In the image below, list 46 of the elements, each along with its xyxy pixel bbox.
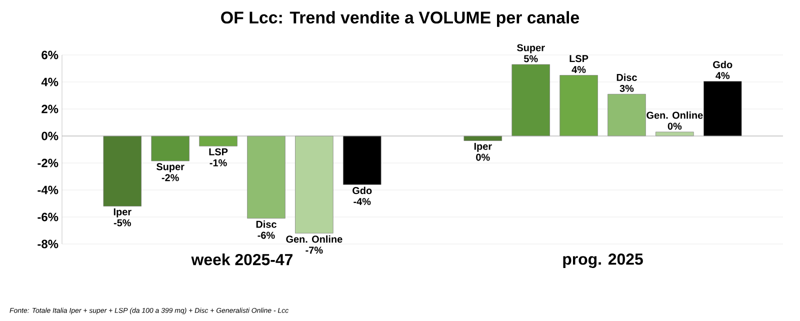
data-label: 0% [668, 122, 682, 130]
x-tick-label: prog. 2025 [563, 254, 643, 268]
text: Super [517, 44, 545, 54]
data-label: -1% [210, 159, 227, 166]
bar [295, 136, 334, 234]
series-label: Gen. Online [286, 235, 342, 243]
data-label: 0% [476, 154, 490, 161]
data-label: -7% [306, 246, 323, 254]
text: Iper [474, 142, 492, 152]
bar [151, 136, 190, 162]
text: LSP [570, 55, 588, 62]
chart-title: OF Lcc: Trend vendite a VOLUME per canale [221, 11, 580, 27]
bar [656, 132, 694, 136]
x-tick-label: week 2025-47 [191, 254, 292, 266]
data-label: -6% [258, 232, 275, 239]
data-label: 4% [572, 66, 586, 74]
bar [512, 64, 550, 136]
y-tick-label: -4% [38, 186, 58, 194]
y-tick-label: 4% [41, 78, 58, 86]
bar [103, 136, 142, 206]
bar [342, 136, 382, 185]
bar [704, 81, 742, 136]
y-tick-label: -2% [38, 158, 58, 168]
y-tick-label: 2% [42, 104, 58, 114]
y-tick-label: -8% [38, 240, 58, 248]
series-label: Super [156, 163, 184, 172]
text: Disc [616, 74, 637, 81]
text: Gen. Online [646, 111, 703, 119]
y-tick-label: 0% [42, 132, 58, 140]
data-label: 5% [524, 55, 538, 62]
data-label: -5% [114, 219, 131, 226]
data-label: -4% [354, 198, 371, 206]
y-tick-label: 6% [42, 50, 58, 60]
series-label: Iper [114, 208, 132, 218]
text: Gdo [713, 60, 732, 68]
bar [199, 136, 238, 146]
data-label: 4% [716, 72, 730, 80]
data-label: -2% [162, 174, 179, 182]
bar [247, 136, 286, 219]
series-label: Disc [256, 220, 276, 228]
series-label: LSP [209, 148, 228, 156]
y-tick-label: -6% [38, 212, 58, 222]
data-label: 3% [620, 84, 634, 92]
series-label: Gdo [352, 186, 372, 194]
bar [608, 94, 646, 136]
bar [560, 75, 598, 136]
